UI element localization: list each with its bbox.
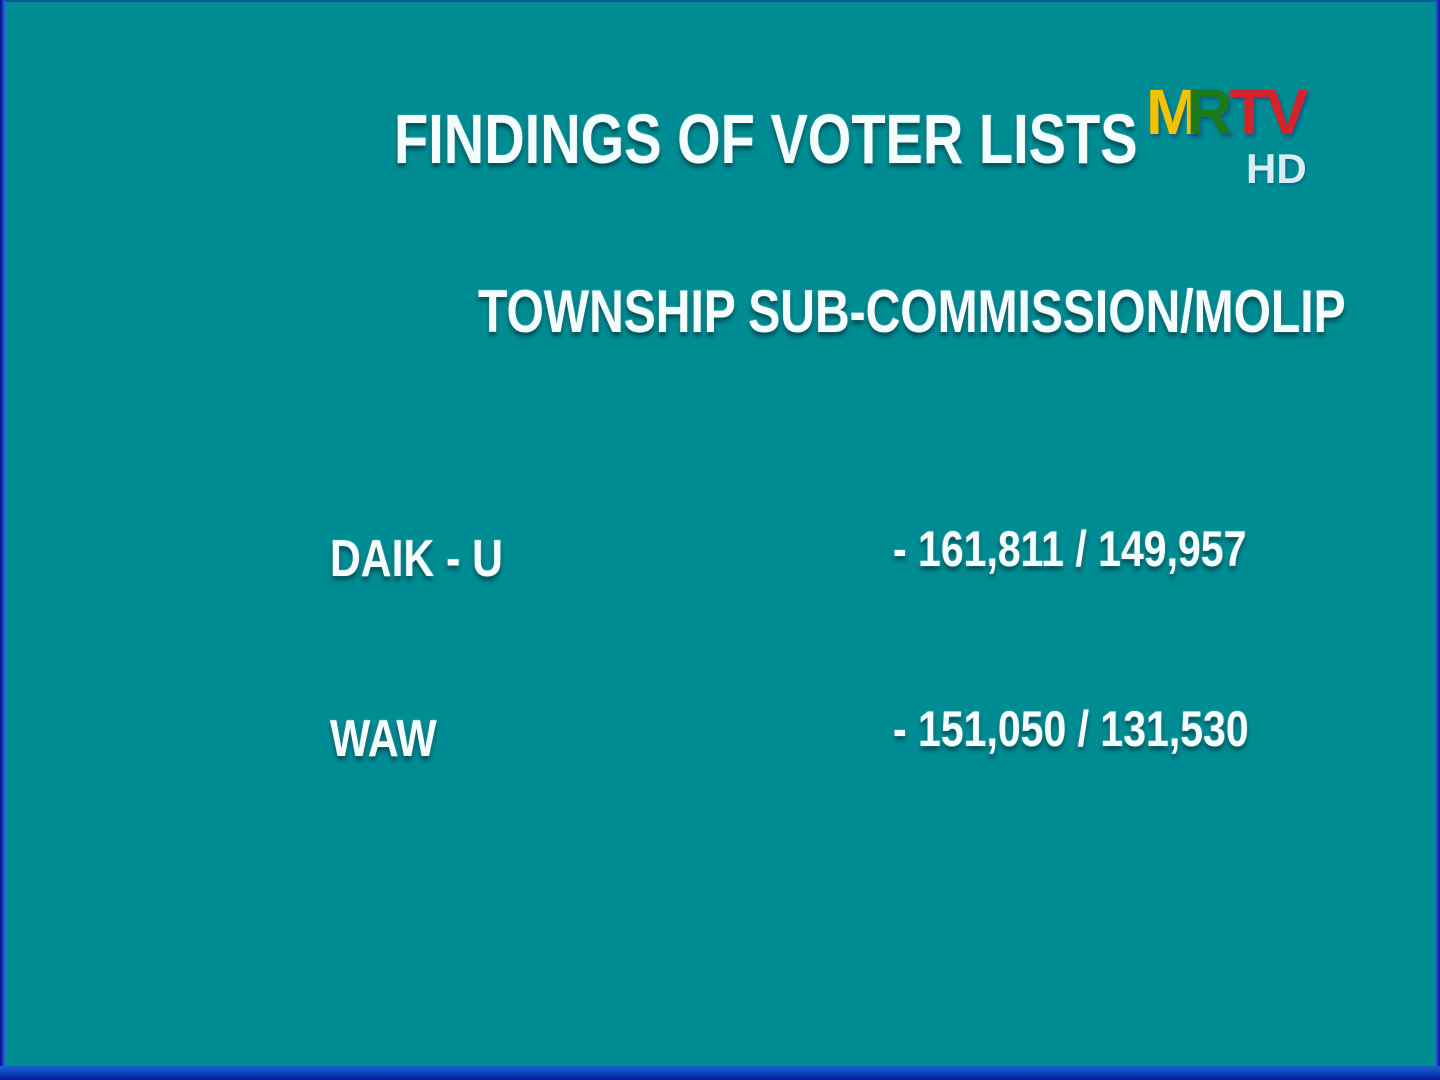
logo-hd-badge: HD [1246,145,1307,192]
frame-border-top [0,0,1440,2]
township-label: DAIK - U [330,530,503,588]
slide-subtitle: TOWNSHIP SUB-COMMISSION/MOLIP [478,278,1346,345]
page-title: FINDINGS OF VOTER LISTS [394,100,1138,178]
frame-border-left [0,0,5,1080]
township-value: - 151,050 / 131,530 [893,701,1249,757]
logo-letters-tv: TV [1229,76,1309,148]
mrtv-logo: MRTV [1146,80,1308,144]
township-label: WAW [330,710,437,768]
frame-border-right [1436,0,1440,1080]
frame-border-bottom [0,1066,1440,1080]
township-value: - 161,811 / 149,957 [893,521,1247,577]
logo-letter-m: M [1146,76,1199,148]
logo-letter-r: R [1186,76,1232,148]
